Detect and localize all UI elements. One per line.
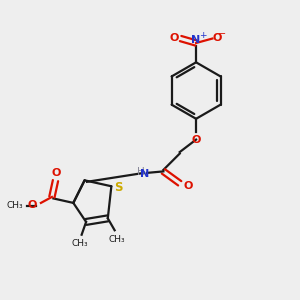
Text: −: − bbox=[218, 29, 226, 39]
Text: CH₃: CH₃ bbox=[72, 239, 88, 248]
Text: S: S bbox=[114, 181, 122, 194]
Text: N: N bbox=[191, 35, 201, 45]
Text: H: H bbox=[137, 167, 145, 177]
Text: O: O bbox=[191, 135, 201, 145]
Text: O: O bbox=[183, 181, 193, 191]
Text: O: O bbox=[212, 33, 222, 43]
Text: CH₃: CH₃ bbox=[109, 235, 125, 244]
Text: O: O bbox=[170, 33, 179, 43]
Text: CH₃: CH₃ bbox=[6, 201, 23, 210]
Text: O: O bbox=[51, 168, 61, 178]
Text: N: N bbox=[140, 169, 149, 179]
Text: +: + bbox=[199, 31, 207, 40]
Text: O: O bbox=[28, 200, 37, 210]
